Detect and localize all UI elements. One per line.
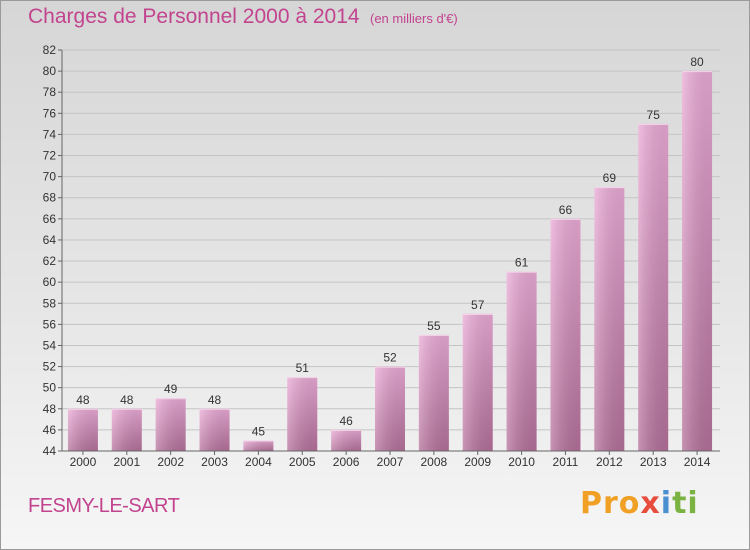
bar-shade	[155, 398, 186, 451]
bar-value-label: 48	[120, 393, 134, 407]
bar-shade	[594, 187, 625, 451]
x-tick-label: 2008	[421, 455, 448, 469]
y-tick-label: 46	[43, 423, 57, 437]
x-tick-label: 2000	[70, 455, 97, 469]
y-tick-label: 50	[43, 381, 57, 395]
y-tick-label: 70	[43, 170, 57, 184]
y-tick-label: 64	[43, 233, 57, 247]
bar-shade	[287, 377, 318, 451]
x-tick-label: 2005	[289, 455, 316, 469]
y-tick-label: 74	[43, 127, 57, 141]
x-tick-label: 2011	[553, 455, 579, 469]
bar-shade	[638, 123, 669, 452]
bar-value-label: 61	[515, 256, 529, 270]
bar-shade	[67, 408, 98, 451]
y-tick-label: 72	[43, 149, 57, 163]
bar-value-label: 48	[76, 393, 90, 407]
y-tick-label: 48	[43, 402, 57, 416]
x-tick-label: 2014	[684, 455, 711, 469]
x-tick-label: 2006	[333, 455, 360, 469]
y-tick-label: 78	[43, 85, 57, 99]
bar-shade	[506, 271, 537, 451]
y-tick-label: 52	[43, 360, 57, 374]
bar-value-label: 69	[603, 171, 617, 185]
x-tick-label: 2007	[377, 455, 404, 469]
bar-shade	[550, 218, 581, 451]
bar-shade	[243, 440, 274, 451]
bar-value-label: 66	[559, 203, 573, 217]
unit-note: (en milliers d'€)	[370, 11, 458, 26]
y-tick-label: 56	[43, 317, 57, 331]
x-tick-label: 2013	[640, 455, 667, 469]
bar-shade	[682, 71, 713, 452]
bar-value-label: 75	[647, 108, 661, 122]
bar-shade	[375, 366, 405, 451]
bar-shade	[418, 334, 449, 451]
chart-title: Charges de Personnel 2000 à 2014	[28, 5, 360, 28]
commune-name: FESMY-LE-SART	[28, 495, 180, 517]
bar-value-label: 48	[208, 393, 222, 407]
x-tick-label: 2009	[464, 455, 491, 469]
bar-shade	[111, 408, 142, 451]
bar-value-label: 80	[690, 55, 704, 69]
y-tick-label: 66	[43, 212, 57, 226]
x-tick-label: 2002	[157, 455, 184, 469]
y-tick-label: 60	[43, 275, 57, 289]
bar-shade	[462, 313, 493, 451]
y-tick-label: 82	[43, 43, 57, 57]
y-tick-label: 76	[43, 106, 57, 120]
bar-shade	[199, 408, 230, 451]
x-tick-label: 2012	[596, 455, 623, 469]
x-tick-label: 2001	[113, 455, 140, 469]
y-tick-label: 58	[43, 296, 57, 310]
proxiti-logo: Proxiti	[580, 486, 699, 521]
bar-shade	[331, 429, 362, 451]
y-tick-label: 44	[43, 444, 57, 458]
x-tick-label: 2010	[508, 455, 535, 469]
bar-value-label: 45	[252, 424, 266, 438]
bar-value-label: 52	[383, 351, 397, 365]
bar-value-label: 55	[427, 319, 441, 333]
bar-value-label: 49	[164, 382, 178, 396]
x-tick-label: 2003	[201, 455, 228, 469]
y-tick-label: 80	[43, 64, 57, 78]
y-tick-label: 62	[43, 254, 57, 268]
y-tick-label: 54	[43, 338, 57, 352]
bar-value-label: 46	[339, 414, 353, 428]
y-tick-label: 68	[43, 191, 57, 205]
x-tick-label: 2004	[245, 455, 272, 469]
bar-value-label: 57	[471, 298, 485, 312]
bar-value-label: 51	[296, 361, 310, 375]
